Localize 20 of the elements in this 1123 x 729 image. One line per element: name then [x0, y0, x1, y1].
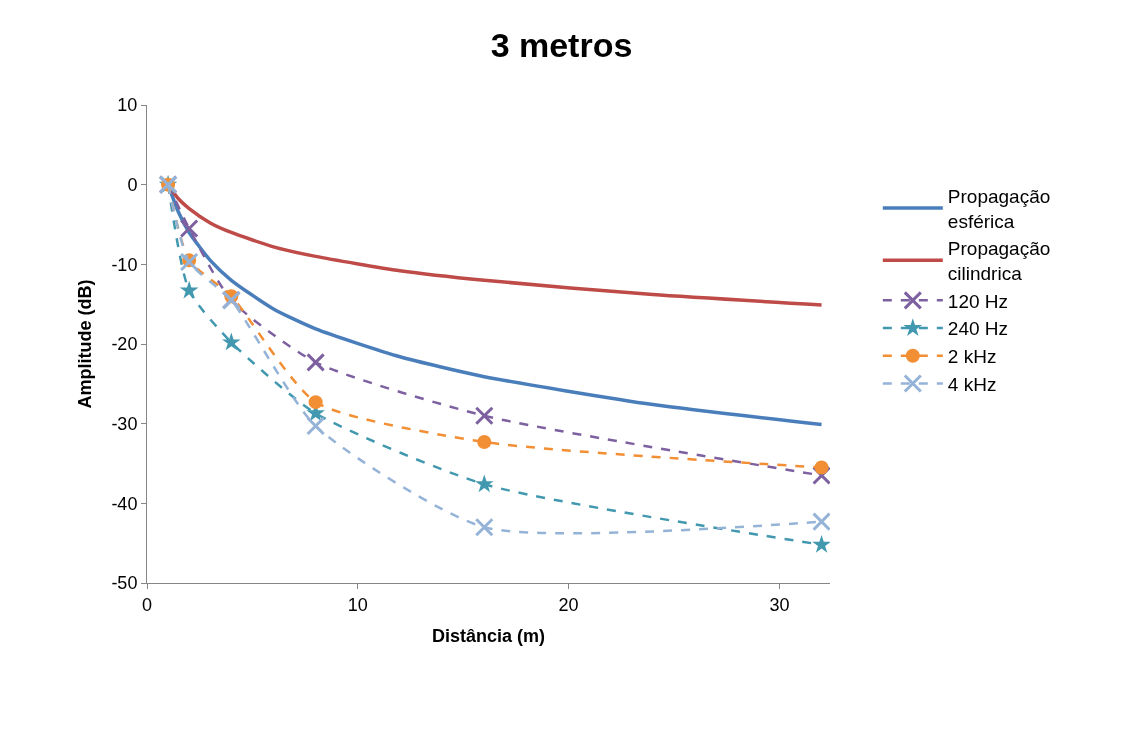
- x-axis-title: Distância (m): [431, 625, 546, 646]
- legend-label: 4 kHz: [947, 373, 997, 395]
- chart-title: 3 metros: [490, 25, 633, 64]
- y-tick-label: 0: [127, 174, 138, 195]
- x-tick-label: 10: [347, 594, 368, 615]
- y-tick-label: -50: [111, 573, 138, 594]
- y-tick-label: -10: [111, 254, 138, 275]
- x-tick-label: 30: [769, 594, 790, 615]
- y-tick-label: -20: [111, 334, 138, 355]
- y-tick-label: 10: [117, 95, 138, 116]
- legend-label: 240 Hz: [947, 318, 1009, 340]
- legend-label: 2 kHz: [947, 346, 997, 368]
- x-tick-label: 20: [558, 594, 579, 615]
- y-tick-label: -30: [111, 413, 138, 434]
- x-tick-label: 0: [141, 594, 153, 615]
- y-axis-title: Amplitude (dB): [74, 279, 95, 409]
- y-tick-label: -40: [111, 493, 138, 514]
- legend-label: Propagação cilindrica: [947, 238, 1051, 285]
- legend-label: Propagação esférica: [947, 185, 1051, 232]
- legend-label: 120 Hz: [947, 290, 1009, 312]
